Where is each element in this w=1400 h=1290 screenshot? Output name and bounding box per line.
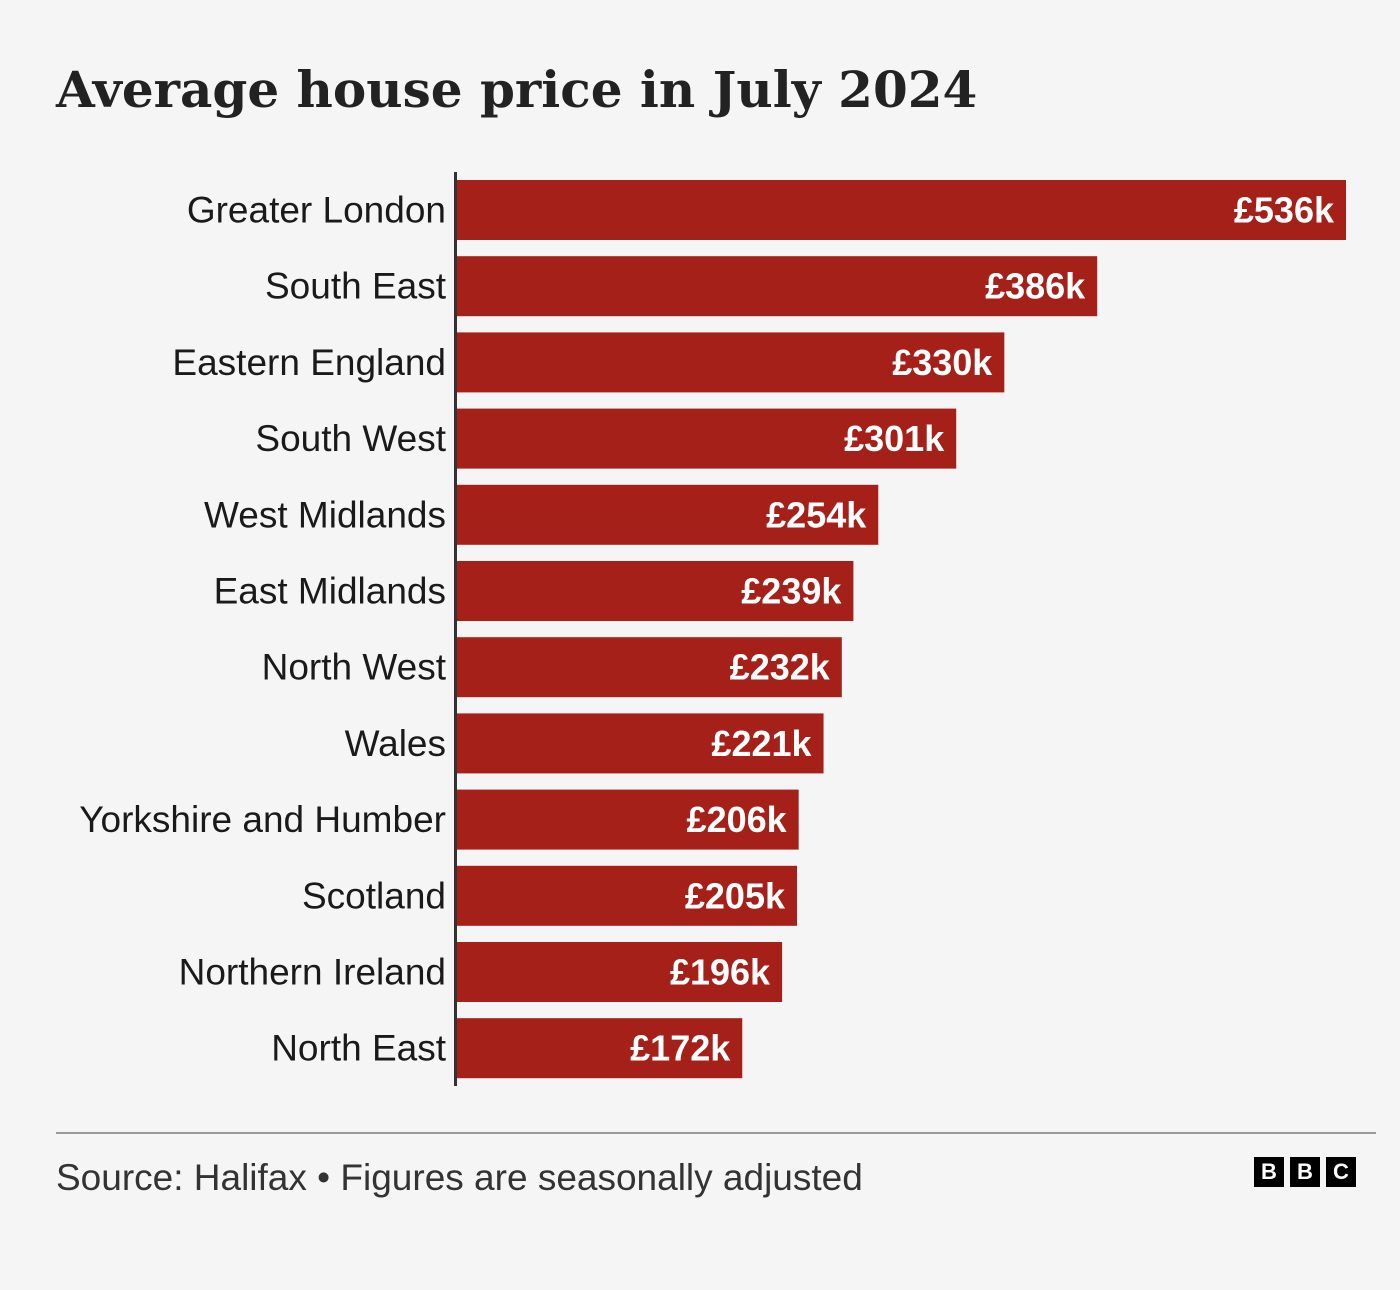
bar xyxy=(457,408,957,469)
category-label: South East xyxy=(265,266,447,307)
category-label: Greater London xyxy=(187,190,446,231)
bar-chart: Greater London South East Eastern England S… xyxy=(79,172,1346,1086)
source-note: Source: Halifax • Figures are seasonally… xyxy=(56,1157,863,1198)
value-label: £386k xyxy=(985,266,1086,307)
value-label: £254k xyxy=(766,494,867,535)
value-label: £205k xyxy=(685,875,786,916)
category-label: West Midlands xyxy=(204,494,446,535)
bar xyxy=(457,942,783,1002)
bar xyxy=(457,332,1005,393)
logo-letter: C xyxy=(1326,1157,1356,1187)
bar xyxy=(457,561,854,621)
category-label: North East xyxy=(271,1028,447,1069)
logo-letter: B xyxy=(1254,1157,1284,1187)
value-labels-group: £536k £386k £330k £301k £254k £239k £232k £221k… xyxy=(630,190,1335,1069)
category-label: Northern Ireland xyxy=(179,952,446,993)
logo-letter: B xyxy=(1290,1157,1320,1187)
category-label: Wales xyxy=(345,723,446,764)
category-labels-group: Greater London South East Eastern England S… xyxy=(79,190,446,1069)
bar xyxy=(457,713,824,774)
category-label: East Midlands xyxy=(214,571,446,612)
chart-title: Average house price in July 2024 xyxy=(56,60,978,119)
category-label: Scotland xyxy=(302,875,446,916)
bars-group xyxy=(457,180,1346,1079)
value-label: £330k xyxy=(892,342,993,383)
bar xyxy=(457,180,1346,240)
footer-divider xyxy=(56,1132,1376,1134)
bar xyxy=(457,865,798,926)
bar xyxy=(457,789,799,850)
value-label: £536k xyxy=(1234,190,1335,231)
value-label: £239k xyxy=(741,571,842,612)
category-label: Eastern England xyxy=(172,342,446,383)
category-label: South West xyxy=(255,418,446,459)
bar xyxy=(457,1018,743,1079)
category-label: Yorkshire and Humber xyxy=(79,799,446,840)
bar xyxy=(457,256,1098,317)
bbc-logo: B B C xyxy=(1254,1157,1356,1187)
value-label: £221k xyxy=(711,723,812,764)
value-label: £172k xyxy=(630,1028,731,1069)
value-label: £196k xyxy=(670,952,771,993)
value-label: £301k xyxy=(844,418,945,459)
bar xyxy=(457,637,842,698)
value-label: £232k xyxy=(730,647,831,688)
bar xyxy=(457,484,879,545)
value-label: £206k xyxy=(687,799,788,840)
category-label: North West xyxy=(262,647,447,688)
